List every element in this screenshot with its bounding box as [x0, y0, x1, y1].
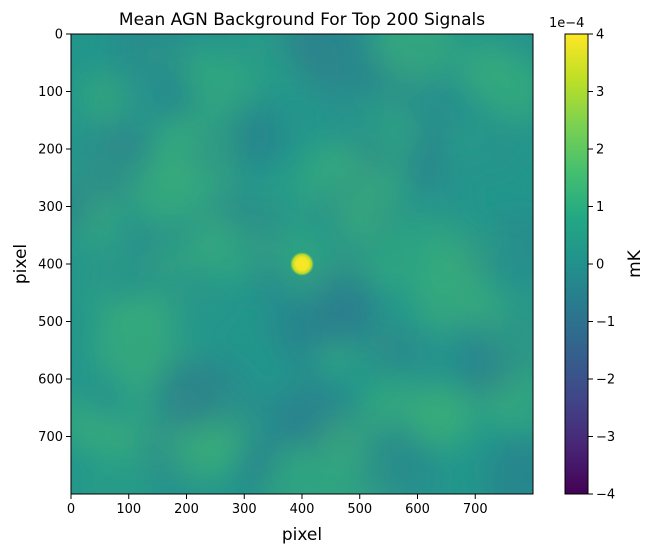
texture-blob	[369, 326, 415, 371]
colorbar-tick-label: 2	[596, 143, 604, 158]
texture-blob	[92, 303, 176, 386]
texture-blob	[164, 268, 230, 334]
colorbar	[564, 33, 589, 495]
texture-blob	[490, 232, 533, 284]
colorbar-tick-label: −1	[596, 315, 615, 330]
x-axis-ticks: 0 100 200 300 400 500 600 700	[67, 494, 488, 517]
texture-blob	[80, 447, 157, 494]
texture-blob	[303, 34, 351, 70]
y-tick-label: 600	[38, 373, 63, 388]
texture-blob	[333, 188, 388, 242]
texture-blob	[314, 414, 368, 468]
y-tick-label: 400	[38, 258, 63, 273]
texture-blob	[268, 213, 326, 270]
colorbar-tick-label: 0	[596, 258, 604, 273]
y-axis-label: pixel	[11, 244, 31, 284]
colorbar-tick-label: 4	[596, 28, 604, 43]
texture-blob	[315, 86, 382, 153]
chart-title: Mean AGN Background For Top 200 Signals	[119, 10, 485, 30]
texture-blob	[442, 118, 482, 158]
y-tick-label: 300	[38, 200, 63, 215]
texture-blob	[408, 384, 475, 451]
texture-blob	[211, 218, 274, 281]
colorbar-tick-label: −4	[596, 488, 615, 503]
y-tick-label: 0	[55, 28, 63, 43]
y-tick-label: 200	[38, 143, 63, 158]
colorbar-tick-label: −3	[596, 430, 615, 445]
texture-blob	[152, 356, 226, 430]
texture-blob	[496, 299, 533, 355]
x-tick-label: 300	[232, 502, 257, 517]
texture-blob	[366, 216, 440, 290]
colorbar-tick-label: −2	[596, 373, 615, 388]
x-tick-label: 200	[174, 502, 199, 517]
texture-blob	[356, 423, 431, 494]
texture-blob	[287, 348, 317, 377]
texture-blob	[71, 181, 100, 233]
texture-blob	[480, 57, 533, 125]
texture-blob	[404, 151, 443, 190]
texture-blob	[456, 342, 516, 402]
colorbar-label: mK	[625, 249, 645, 278]
signal-spot	[290, 252, 314, 276]
texture-blob	[71, 134, 103, 182]
y-tick-label: 100	[38, 85, 63, 100]
x-tick-label: 500	[347, 502, 372, 517]
x-tick-label: 0	[67, 502, 75, 517]
heatmap-texture	[71, 34, 533, 494]
y-tick-label: 700	[38, 430, 63, 445]
texture-blob	[213, 185, 257, 229]
y-axis-ticks: 0 100 200 300 400 500 600 700	[38, 28, 71, 445]
x-axis-label: pixel	[282, 525, 322, 545]
texture-blob	[130, 157, 201, 228]
texture-blob	[486, 436, 533, 494]
y-tick-label: 500	[38, 315, 63, 330]
texture-blob	[84, 248, 140, 303]
x-tick-label: 700	[463, 502, 488, 517]
texture-blob	[373, 34, 455, 85]
plot-area	[71, 34, 533, 494]
texture-blob	[188, 54, 258, 123]
x-tick-label: 100	[116, 502, 141, 517]
texture-blob	[168, 415, 237, 484]
colorbar-tick-label: 1	[596, 200, 604, 215]
texture-blob	[375, 115, 421, 161]
colorbar-offset-text: 1e−4	[549, 16, 584, 31]
x-tick-label: 600	[405, 502, 430, 517]
colorbar-tick-label: 3	[596, 85, 604, 100]
texture-blob	[122, 390, 157, 425]
colorbar-ticks: 4 3 2 1 0 −1 −2 −3 −4	[588, 28, 615, 503]
texture-blob	[111, 34, 186, 74]
texture-blob	[79, 72, 128, 121]
x-tick-label: 400	[290, 502, 315, 517]
texture-blob	[260, 448, 342, 494]
texture-blob	[310, 261, 378, 330]
